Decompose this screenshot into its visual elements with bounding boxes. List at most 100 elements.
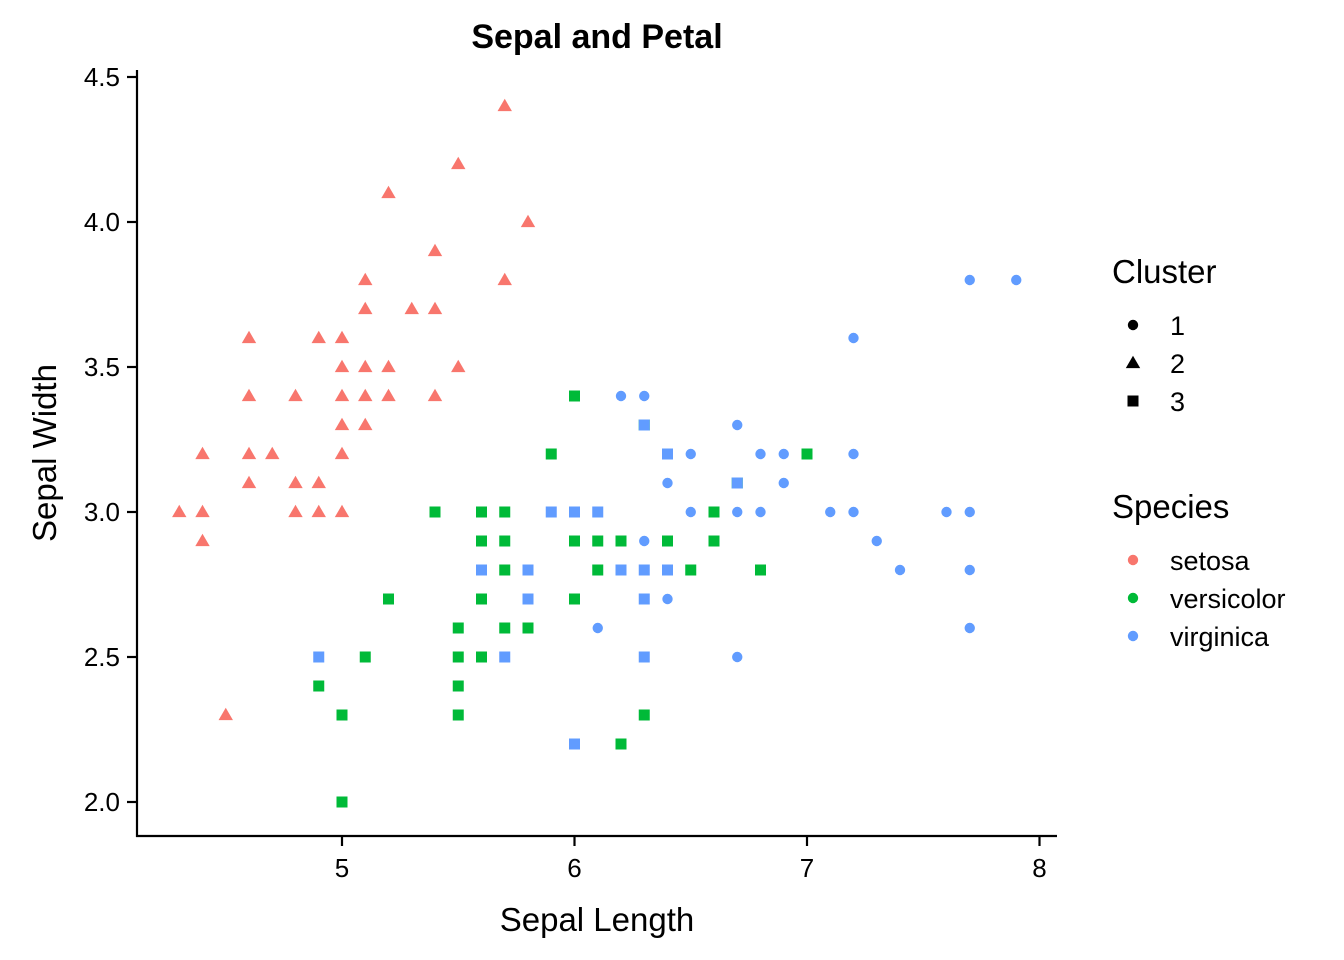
data-point (334, 446, 350, 460)
data-point (288, 504, 303, 518)
data-point (241, 388, 257, 402)
data-point (848, 506, 859, 518)
data-point (638, 709, 650, 721)
legend-key-circle (1127, 319, 1139, 331)
data-point (662, 593, 673, 605)
data-point (427, 243, 443, 257)
data-point (755, 448, 766, 460)
data-point (848, 448, 859, 460)
data-point (685, 564, 697, 576)
data-point (497, 98, 512, 112)
data-point (358, 388, 373, 402)
data-point (427, 388, 443, 402)
x-tick-label: 6 (567, 853, 581, 883)
data-point (195, 533, 210, 547)
legend-key-virginica (1127, 630, 1139, 642)
legend-species-label: setosa (1170, 546, 1251, 576)
data-point (615, 738, 627, 750)
data-point (499, 651, 511, 663)
legend-cluster-label: 3 (1170, 387, 1185, 417)
legend-species-title: Species (1112, 488, 1229, 525)
data-point (732, 419, 743, 431)
data-point (615, 390, 627, 402)
legend-species-label: virginica (1170, 622, 1270, 652)
data-point (615, 564, 627, 576)
data-point (358, 417, 373, 431)
data-point (569, 390, 580, 402)
data-point (334, 330, 350, 344)
data-point (172, 504, 187, 518)
x-tick-label: 7 (800, 853, 814, 883)
y-axis-ticks: 2.0 2.5 3.0 3.5 4.0 4.5 (84, 62, 137, 817)
x-axis-title: Sepal Length (500, 901, 695, 938)
data-point (288, 475, 303, 489)
data-point (313, 680, 325, 692)
data-point (615, 535, 627, 547)
data-point (358, 301, 373, 315)
data-point (638, 564, 650, 576)
data-point (639, 390, 650, 402)
data-point (311, 330, 326, 344)
data-point (381, 359, 396, 373)
data-point (313, 651, 325, 663)
legend-cluster-title: Cluster (1112, 253, 1217, 290)
y-tick-label: 4.0 (84, 207, 120, 237)
data-point (359, 651, 371, 663)
data-point (336, 796, 348, 808)
data-point (381, 388, 396, 402)
data-point (241, 446, 257, 460)
data-point (218, 707, 233, 721)
data-point (825, 506, 836, 518)
data-point (476, 651, 487, 663)
data-point (708, 506, 720, 518)
data-point (499, 506, 511, 518)
data-point (476, 564, 487, 576)
data-point (404, 301, 419, 315)
data-point (755, 564, 766, 576)
data-point (383, 593, 394, 605)
data-point (522, 564, 534, 576)
data-point (499, 564, 511, 576)
data-point (358, 272, 373, 286)
data-point (334, 417, 350, 431)
data-point (288, 388, 303, 402)
data-point (334, 388, 350, 402)
legend-key-triangle (1125, 355, 1141, 369)
data-point (195, 504, 210, 518)
data-point (638, 651, 650, 663)
data-point (334, 359, 350, 373)
legend-species: Species setosa versicolor virginica (1112, 488, 1286, 652)
data-point (569, 506, 580, 518)
legend-key-setosa (1127, 554, 1139, 566)
data-point (452, 651, 464, 663)
data-point (732, 506, 743, 518)
data-point (638, 419, 650, 431)
x-tick-label: 8 (1032, 853, 1046, 883)
data-point (685, 448, 696, 460)
legend-cluster: Cluster 1 2 3 (1112, 253, 1217, 417)
data-point (569, 535, 580, 547)
data-point (358, 359, 373, 373)
data-point (522, 593, 534, 605)
data-point (499, 622, 511, 634)
data-point (545, 506, 557, 518)
chart-title: Sepal and Petal (471, 18, 722, 56)
data-point (476, 506, 487, 518)
data-point (452, 709, 464, 721)
y-tick-label: 2.0 (84, 787, 120, 817)
data-point (708, 535, 720, 547)
data-point (964, 564, 975, 576)
y-tick-label: 4.5 (84, 62, 120, 92)
data-point (592, 506, 604, 518)
data-point (592, 564, 604, 576)
data-point (381, 185, 396, 199)
data-point (452, 622, 464, 634)
data-point (941, 506, 952, 518)
y-tick-label: 2.5 (84, 642, 120, 672)
data-point (334, 504, 350, 518)
data-point (569, 738, 580, 750)
data-point (871, 535, 882, 547)
data-point (195, 446, 210, 460)
data-point (520, 214, 536, 228)
data-point (311, 475, 326, 489)
